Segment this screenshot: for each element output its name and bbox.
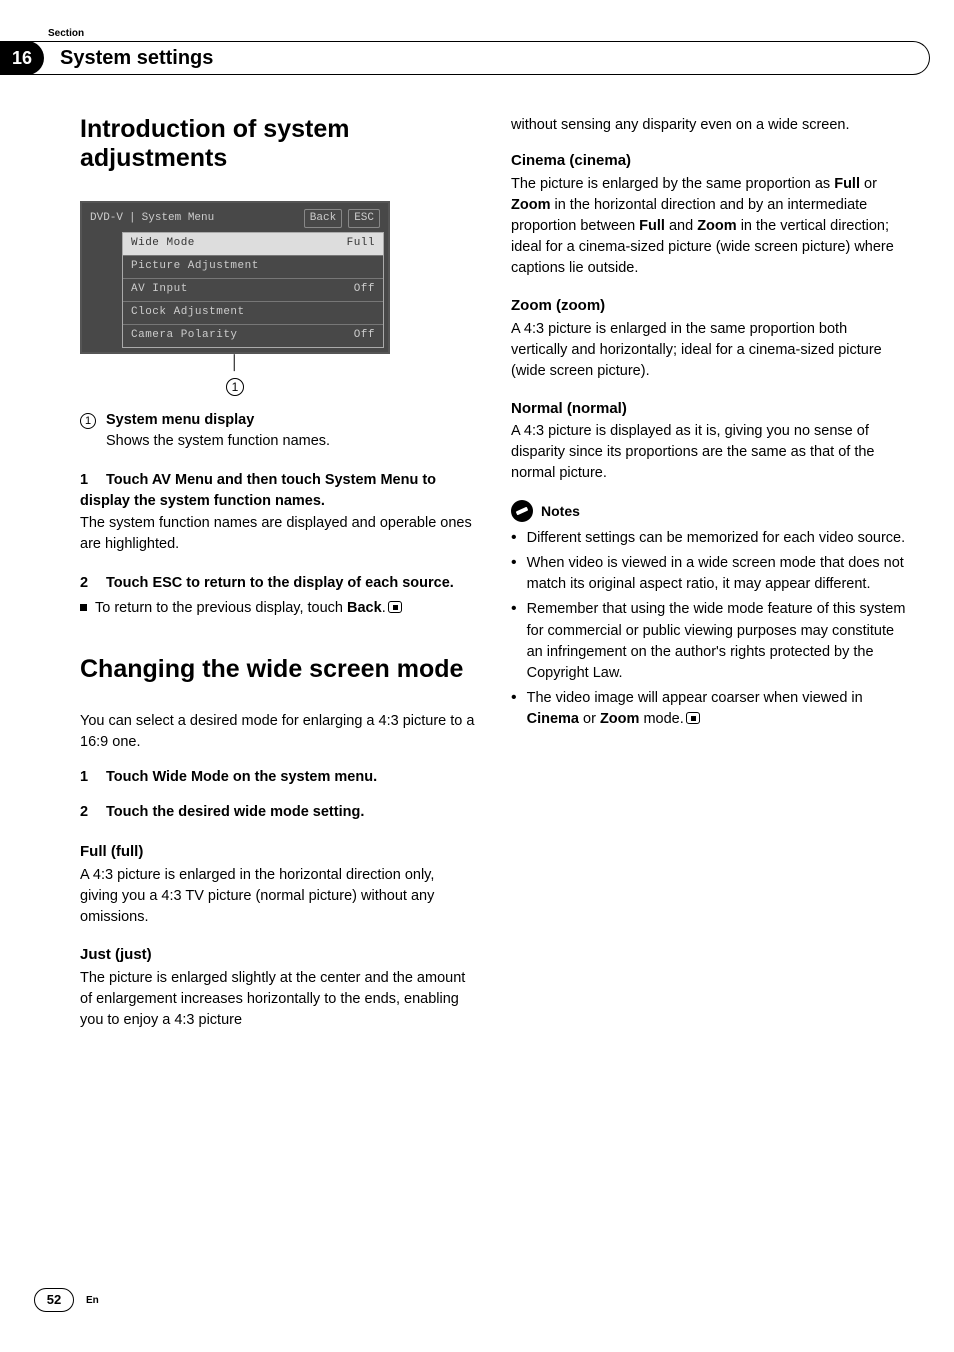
- step-1-body: The system function names are displayed …: [80, 513, 475, 555]
- callout-number: 1: [226, 378, 244, 396]
- heading-intro: Introduction of system adjustments: [80, 115, 475, 173]
- legend-number: 1: [80, 413, 96, 429]
- notes-list: Different settings can be memorized for …: [511, 528, 906, 729]
- menu-row[interactable]: Clock Adjustment: [123, 302, 383, 325]
- mode-zoom: Zoom (zoom) A 4:3 picture is enlarged in…: [511, 295, 906, 382]
- mode-full: Full (full) A 4:3 picture is enlarged in…: [80, 841, 475, 928]
- section-title: System settings: [60, 47, 213, 70]
- mode-cinema-body: The picture is enlarged by the same prop…: [511, 174, 906, 279]
- right-column: without sensing any disparity even on a …: [511, 115, 906, 1047]
- notes-heading: Notes: [511, 500, 906, 522]
- left-column: Introduction of system adjustments DVD-V…: [80, 115, 475, 1047]
- note-item: Different settings can be memorized for …: [511, 528, 906, 549]
- menu-list: Wide ModeFullPicture AdjustmentAV InputO…: [122, 232, 384, 348]
- wm-step-1: 1Touch Wide Mode on the system menu.: [80, 767, 475, 788]
- wide-mode-intro: You can select a desired mode for enlarg…: [80, 711, 475, 753]
- menu-title: System Menu: [142, 211, 215, 227]
- note-item: The video image will appear coarser when…: [511, 688, 906, 730]
- mode-just: Just (just) The picture is enlarged slig…: [80, 944, 475, 1031]
- heading-wide-mode: Changing the wide screen mode: [80, 655, 475, 684]
- step-2: 2Touch ESC to return to the display of e…: [80, 573, 475, 619]
- square-bullet-icon: [80, 604, 87, 611]
- section-bar: 16 System settings: [0, 41, 930, 75]
- note-item: Remember that using the wide mode featur…: [511, 599, 906, 683]
- section-label: Section: [48, 28, 954, 39]
- page-language: En: [86, 1295, 99, 1306]
- menu-source: DVD-V: [90, 211, 123, 227]
- page-footer: 52 En: [34, 1288, 99, 1312]
- menu-row[interactable]: Camera PolarityOff: [123, 325, 383, 347]
- page-number: 52: [34, 1288, 74, 1312]
- menu-row[interactable]: Picture Adjustment: [123, 256, 383, 279]
- menu-esc-button[interactable]: ESC: [348, 209, 380, 229]
- end-mark-icon: [388, 601, 402, 613]
- content-columns: Introduction of system adjustments DVD-V…: [0, 75, 954, 1047]
- legend-desc: Shows the system function names.: [106, 431, 475, 452]
- end-mark-icon: [686, 712, 700, 724]
- callout-stem: │: [80, 352, 390, 372]
- step-2-bullet: To return to the previous display, touch…: [95, 598, 402, 619]
- system-menu-figure: DVD-V | System Menu Back ESC Wide ModeFu…: [80, 201, 390, 399]
- mode-just-cont: without sensing any disparity even on a …: [511, 115, 906, 136]
- mode-normal: Normal (normal) A 4:3 picture is display…: [511, 398, 906, 485]
- note-item: When video is viewed in a wide screen mo…: [511, 553, 906, 595]
- section-number: 16: [0, 48, 44, 69]
- mode-cinema: Cinema (cinema) The picture is enlarged …: [511, 150, 906, 279]
- menu-row[interactable]: AV InputOff: [123, 279, 383, 302]
- step-1: 1Touch AV Menu and then touch System Men…: [80, 470, 475, 554]
- page-header: Section 16 System settings: [0, 0, 954, 75]
- menu-row[interactable]: Wide ModeFull: [123, 233, 383, 256]
- notes-icon: [511, 500, 533, 522]
- menu-back-button[interactable]: Back: [304, 209, 342, 229]
- wm-step-2: 2Touch the desired wide mode setting.: [80, 802, 475, 823]
- figure-legend: 1 System menu display Shows the system f…: [80, 410, 475, 452]
- legend-label: System menu display: [106, 410, 254, 431]
